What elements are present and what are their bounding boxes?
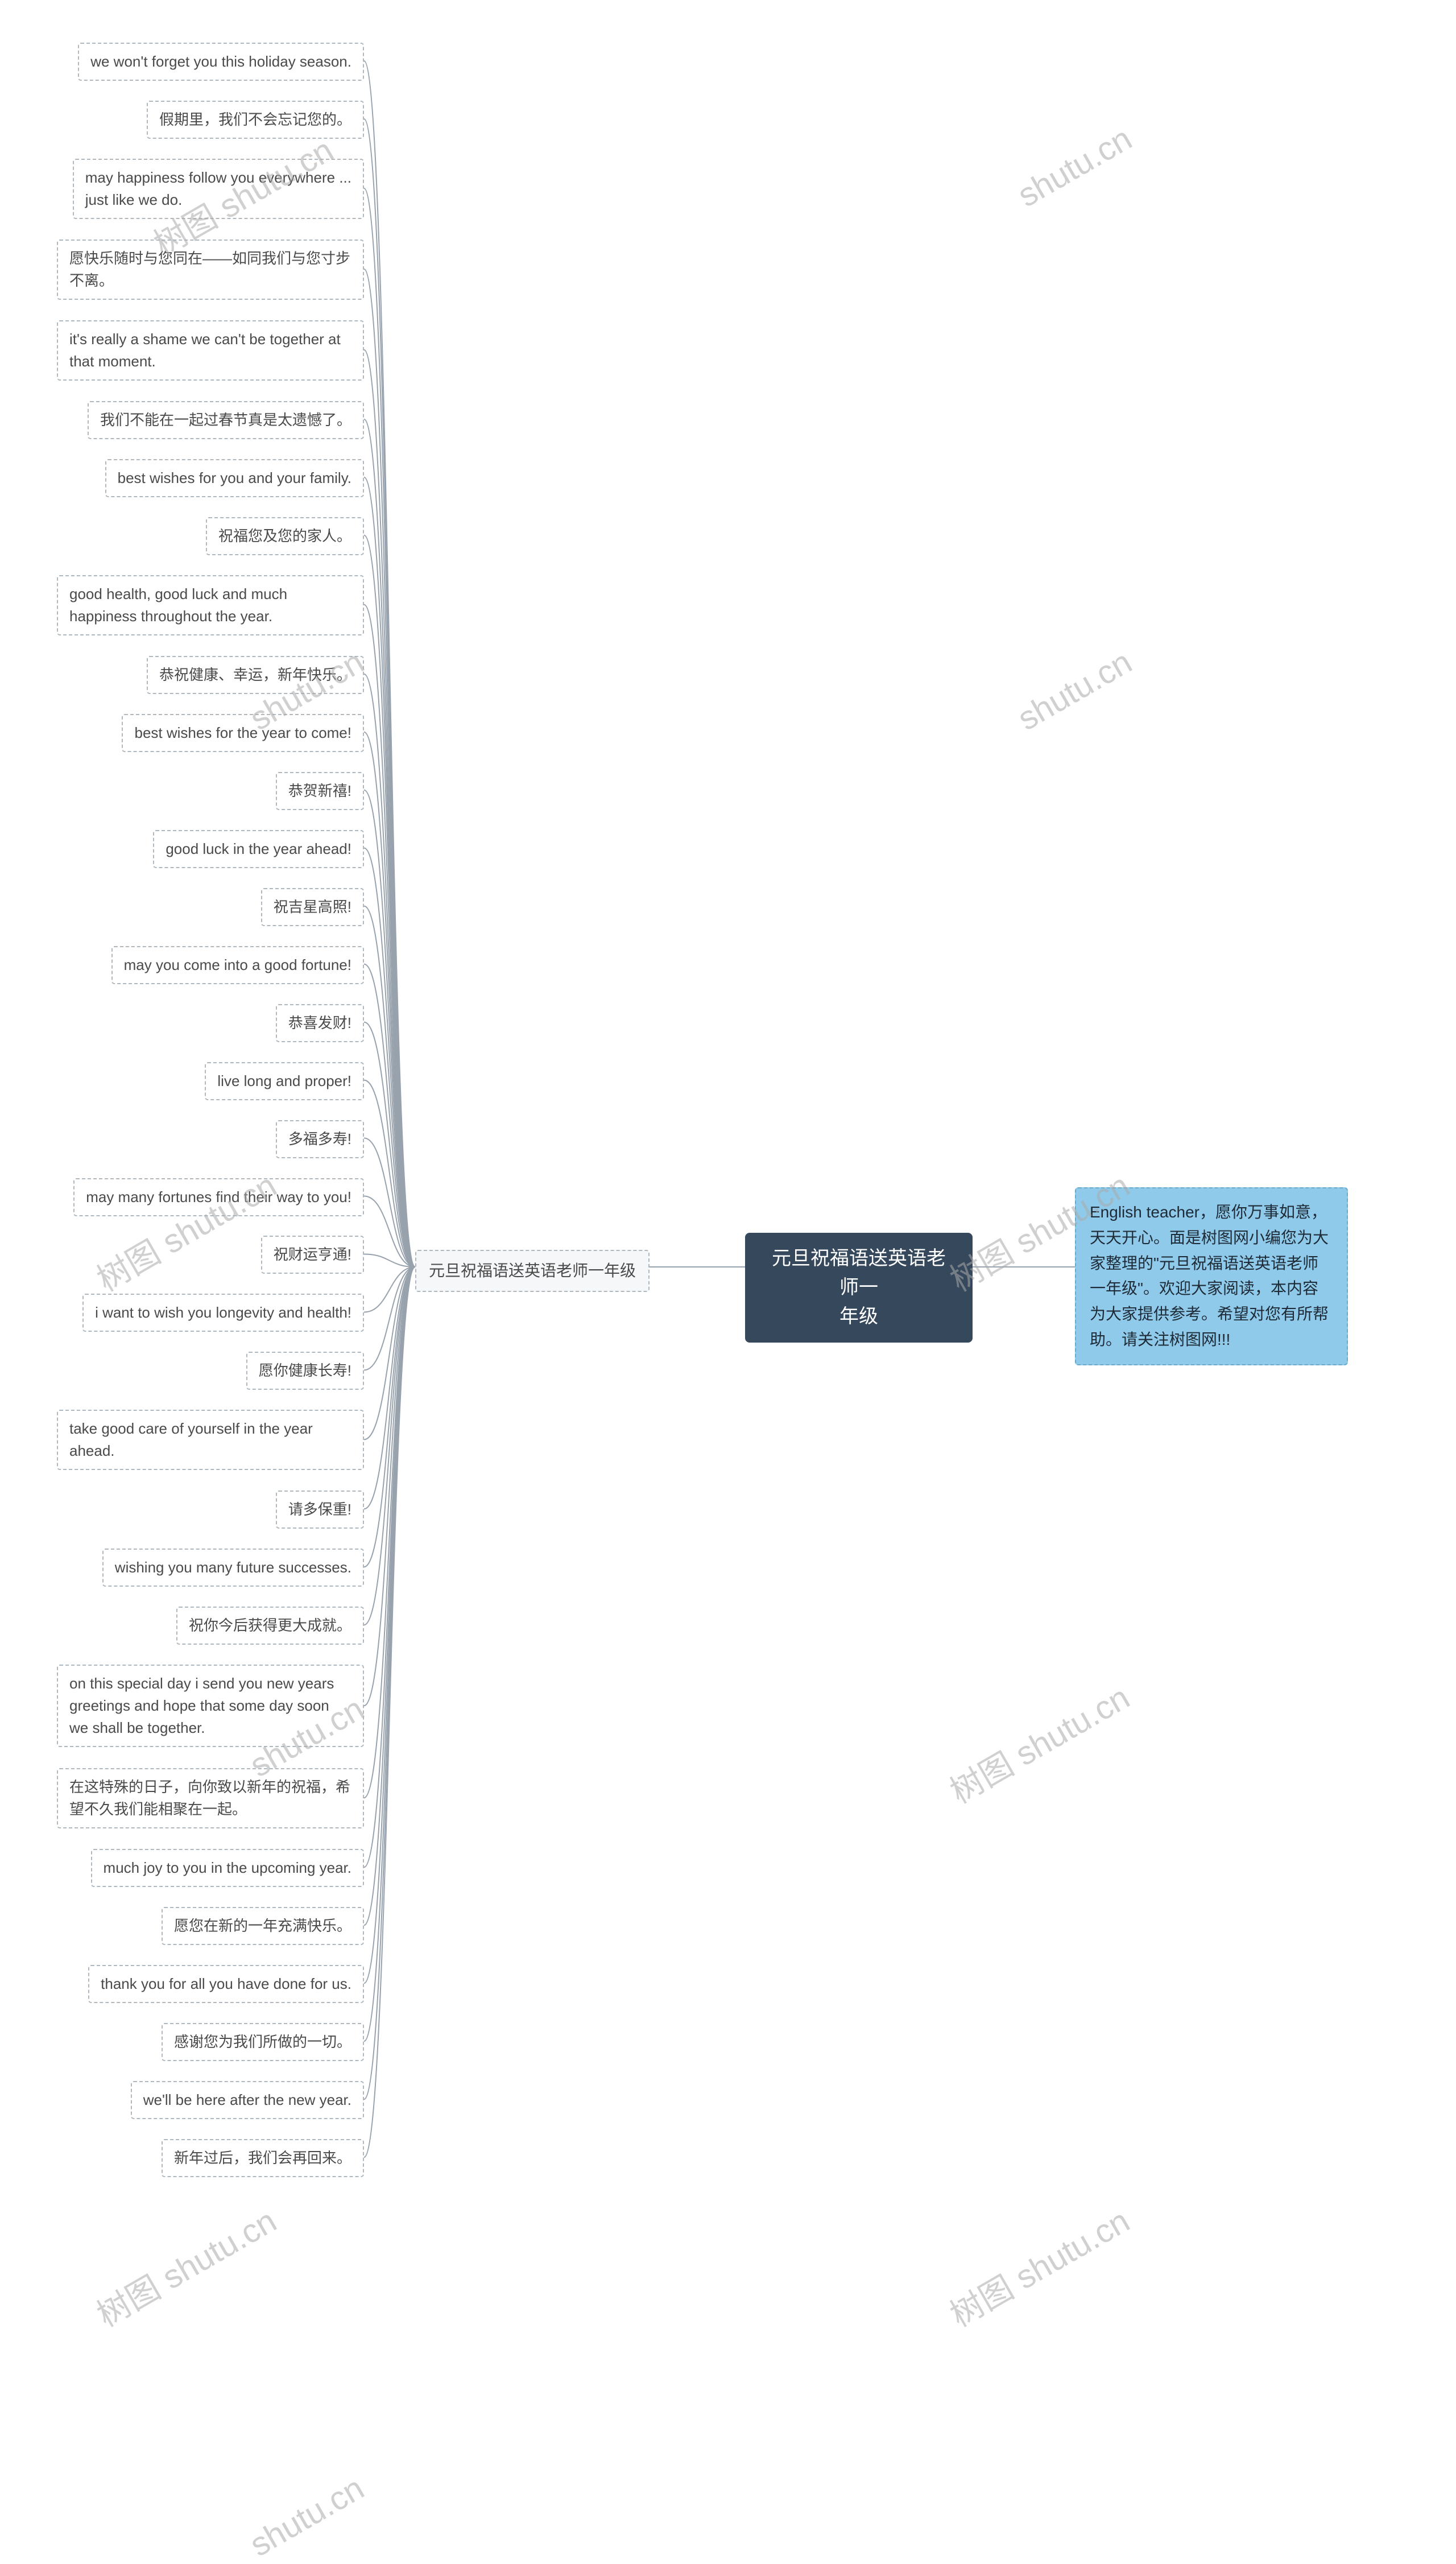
greeting-item: may happiness follow you everywhere ...j… bbox=[73, 159, 364, 219]
greeting-item: we won't forget you this holiday season. bbox=[78, 43, 364, 81]
greeting-item: 假期里，我们不会忘记您的。 bbox=[147, 101, 364, 139]
greeting-item: good luck in the year ahead! bbox=[153, 830, 364, 868]
greeting-item: take good care of yourself in the year a… bbox=[57, 1410, 364, 1470]
greeting-item: best wishes for you and your family. bbox=[105, 459, 364, 497]
greeting-item: 新年过后，我们会再回来。 bbox=[162, 2139, 364, 2177]
greeting-item: may many fortunes find their way to you! bbox=[73, 1178, 364, 1216]
greeting-item: 感谢您为我们所做的一切。 bbox=[162, 2023, 364, 2061]
greeting-item: 愿您在新的一年充满快乐。 bbox=[162, 1907, 364, 1945]
greeting-item: wishing you many future successes. bbox=[102, 1549, 364, 1587]
greeting-item: 我们不能在一起过春节真是太遗憾了。 bbox=[88, 401, 364, 439]
greeting-item: 祝福您及您的家人。 bbox=[206, 517, 364, 555]
greeting-item: thank you for all you have done for us. bbox=[88, 1965, 364, 2003]
greeting-item: may you come into a good fortune! bbox=[111, 946, 364, 984]
greeting-item: on this special day i send you new years… bbox=[57, 1665, 364, 1747]
greeting-item: best wishes for the year to come! bbox=[122, 714, 364, 752]
greeting-item: it's really a shame we can't be together… bbox=[57, 320, 364, 381]
greeting-item: live long and proper! bbox=[205, 1062, 364, 1100]
greeting-item: 祝财运亨通! bbox=[261, 1236, 364, 1274]
sub-node: 元旦祝福语送英语老师一年级 bbox=[415, 1250, 650, 1292]
greeting-item: much joy to you in the upcoming year. bbox=[91, 1849, 364, 1887]
greeting-item: 愿快乐随时与您同在——如同我们与您寸步不离。 bbox=[57, 240, 364, 300]
greeting-item: 愿你健康长寿! bbox=[246, 1352, 364, 1390]
greeting-item: we'll be here after the new year. bbox=[131, 2081, 364, 2119]
root-node: 元旦祝福语送英语老师一年级 bbox=[745, 1233, 973, 1343]
description-node: English teacher，愿你万事如意，天天开心。面是树图网小编您为大家整… bbox=[1075, 1187, 1348, 1365]
greeting-item: 请多保重! bbox=[276, 1490, 364, 1529]
greeting-item: i want to wish you longevity and health! bbox=[82, 1294, 364, 1332]
greeting-item: 祝吉星高照! bbox=[261, 888, 364, 926]
greeting-item: 恭祝健康、幸运，新年快乐。 bbox=[147, 656, 364, 694]
greeting-item: 恭贺新禧! bbox=[276, 772, 364, 810]
greeting-item: 在这特殊的日子，向你致以新年的祝福，希望不久我们能相聚在一起。 bbox=[57, 1768, 364, 1828]
greeting-item: 祝你今后获得更大成就。 bbox=[176, 1607, 364, 1645]
greeting-item: 多福多寿! bbox=[276, 1120, 364, 1158]
greeting-item: good health, good luck and much happines… bbox=[57, 575, 364, 635]
greeting-item: 恭喜发财! bbox=[276, 1004, 364, 1042]
